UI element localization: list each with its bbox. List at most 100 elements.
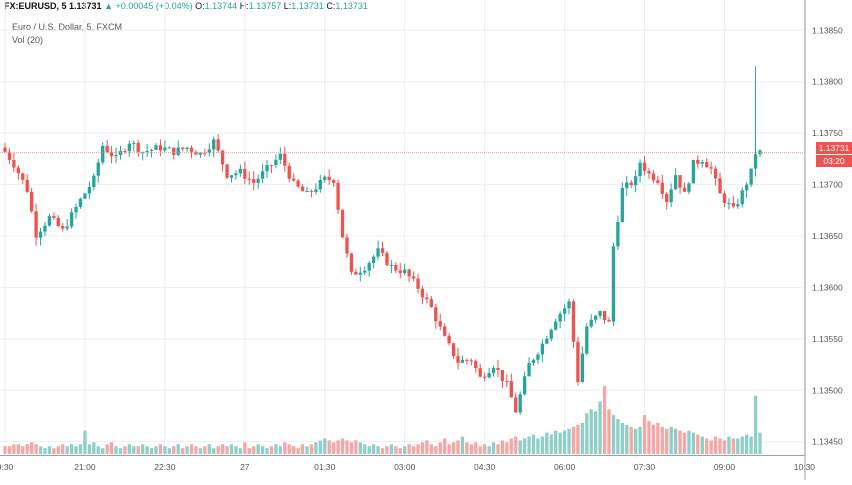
volume-bar bbox=[3, 446, 7, 454]
volume-bar bbox=[65, 446, 69, 454]
open-label: O: bbox=[195, 1, 205, 11]
volume-bar bbox=[616, 419, 620, 454]
candle-body bbox=[487, 373, 491, 378]
volume-bar bbox=[527, 436, 531, 454]
volume-bar bbox=[172, 446, 176, 454]
candle-body bbox=[185, 147, 189, 149]
high-label: H: bbox=[239, 1, 249, 11]
volume-bar bbox=[531, 434, 536, 454]
candle-body bbox=[225, 164, 229, 178]
x-tick-label: 9:30 bbox=[0, 462, 14, 472]
volume-bar bbox=[87, 444, 92, 454]
candle-body bbox=[252, 179, 256, 183]
candle-body bbox=[482, 376, 487, 378]
volume-bar bbox=[21, 446, 25, 454]
candle-body bbox=[274, 159, 278, 166]
candle-body bbox=[69, 212, 74, 227]
candle-body bbox=[336, 182, 340, 210]
volume-bar bbox=[700, 436, 704, 454]
volume-bar bbox=[305, 446, 309, 454]
candle-body bbox=[456, 356, 460, 363]
volume-bar bbox=[673, 428, 678, 454]
candle-body bbox=[380, 248, 385, 253]
volume-bar bbox=[185, 446, 189, 454]
volume-bar bbox=[518, 440, 522, 454]
volume-bar bbox=[514, 436, 518, 454]
volume-bar bbox=[154, 446, 158, 454]
candle-body bbox=[403, 269, 407, 274]
volume-bar bbox=[96, 446, 100, 454]
candle-body bbox=[718, 178, 722, 194]
high-value: 1.13757 bbox=[248, 1, 282, 11]
candle-body bbox=[429, 299, 434, 308]
candle-body bbox=[163, 147, 167, 151]
volume-bar bbox=[687, 430, 691, 454]
volume-bar bbox=[354, 440, 358, 454]
volume-bar bbox=[669, 426, 673, 454]
volume-bar bbox=[385, 446, 389, 454]
volume-bar bbox=[460, 436, 465, 454]
candle-body bbox=[562, 308, 567, 314]
close-label: C: bbox=[326, 1, 336, 11]
candle-body bbox=[3, 147, 7, 152]
volume-bar bbox=[331, 442, 336, 454]
volume-bar bbox=[727, 436, 731, 454]
x-tick-label: 07:30 bbox=[634, 462, 656, 472]
candle-body bbox=[438, 321, 442, 327]
candle-body bbox=[549, 329, 553, 339]
candle-body bbox=[451, 343, 456, 357]
volume-bar bbox=[292, 446, 296, 454]
volume-bar bbox=[25, 444, 29, 454]
candle-body bbox=[616, 221, 620, 247]
volume-indicator-label[interactable]: Vol (20) bbox=[12, 35, 44, 45]
x-tick-label: 22:30 bbox=[154, 462, 176, 472]
volume-bar bbox=[558, 432, 562, 454]
candle-body bbox=[673, 175, 678, 190]
candle-body bbox=[567, 301, 571, 309]
y-tick-label: 1.13600 bbox=[812, 282, 843, 292]
candle-body bbox=[460, 359, 465, 363]
volume-bar bbox=[252, 446, 256, 454]
candle-body bbox=[527, 363, 531, 377]
candle-body bbox=[43, 225, 47, 232]
volume-bar bbox=[474, 442, 478, 454]
volume-bar bbox=[149, 448, 154, 454]
candle-body bbox=[705, 161, 709, 168]
candle-body bbox=[598, 311, 602, 316]
volume-bar bbox=[571, 426, 576, 454]
candle-body bbox=[65, 226, 69, 229]
volume-bar bbox=[509, 438, 513, 454]
candle-body bbox=[363, 270, 367, 273]
volume-bar bbox=[491, 442, 496, 454]
candle-body bbox=[74, 206, 78, 213]
volume-bar bbox=[740, 436, 744, 454]
volume-bar bbox=[225, 446, 229, 454]
candle-body bbox=[474, 361, 478, 369]
volume-bar bbox=[371, 444, 376, 454]
volume-bar bbox=[318, 440, 322, 454]
candle-body bbox=[309, 191, 314, 193]
candle-body bbox=[376, 248, 380, 257]
candle-body bbox=[207, 149, 211, 153]
volume-bar bbox=[260, 446, 265, 454]
volume-bar bbox=[105, 444, 109, 454]
candle-body bbox=[29, 191, 34, 212]
low-label: L: bbox=[283, 1, 292, 11]
candle-body bbox=[238, 168, 243, 174]
candle-body bbox=[216, 139, 220, 151]
volume-bar bbox=[198, 448, 203, 454]
volume-bar bbox=[216, 446, 220, 454]
candle-body bbox=[727, 203, 731, 205]
candle-body bbox=[34, 211, 38, 238]
volume-bar bbox=[691, 432, 696, 454]
volume-bar bbox=[482, 444, 487, 454]
candle-body bbox=[327, 176, 331, 181]
volume-bar bbox=[141, 444, 145, 454]
y-tick-label: 1.13550 bbox=[812, 334, 843, 344]
volume-bar bbox=[61, 444, 65, 454]
candle-body bbox=[389, 265, 394, 267]
volume-bar bbox=[607, 409, 611, 454]
volume-bar bbox=[496, 444, 500, 454]
volume-bar bbox=[758, 432, 762, 454]
